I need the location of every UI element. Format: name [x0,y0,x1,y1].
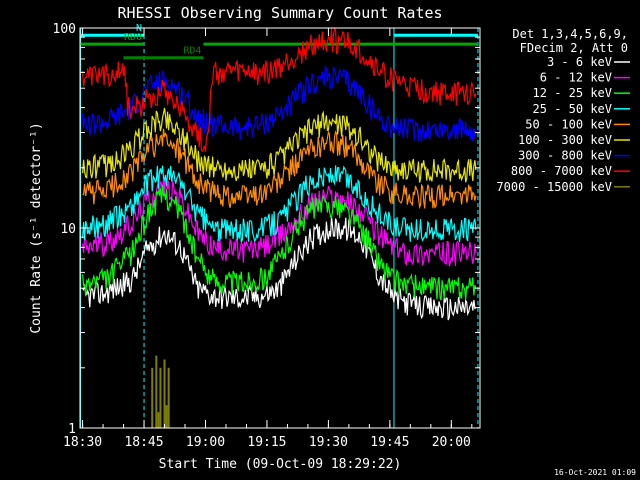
series-line [82,128,477,210]
series-line [82,184,477,301]
x-tick-label: 19:00 [186,435,225,450]
legend-label: 800 - 7000 keV [511,164,612,178]
x-tick-label: 19:45 [370,435,409,450]
x-tick-label: 18:45 [124,435,163,450]
series-line [82,174,477,267]
series-line [82,165,477,243]
legend-label: 50 - 100 keV [525,117,612,131]
y-tick-label: 100 [53,22,76,37]
chart-title: RHESSI Observing Summary Count Rates [117,4,442,22]
legend-label: 7000 - 15000 keV [496,180,612,194]
legend-label: 25 - 50 keV [533,102,612,116]
y-axis: 1 10 100 [53,22,480,437]
y-tick-label: 1 [68,422,76,437]
legend-label: 100 - 300 keV [518,133,612,147]
series-group [82,26,477,428]
x-tick-label: 19:30 [309,435,348,450]
footer-date: 16-Oct-2021 01:09 [554,468,636,477]
legend-header-line-2: FDecim 2, Att 0 [520,41,628,55]
x-tick-label: 19:15 [247,435,286,450]
x-axis: 18:30 18:45 19:00 19:15 19:30 19:45 20:00 [63,28,473,450]
x-tick-label: 18:30 [63,435,102,450]
state-bar-label: N [136,23,142,34]
legend-label: 300 - 800 keV [518,149,612,163]
legend-label: 12 - 25 keV [533,86,612,100]
legend: Det 1,3,4,5,6,9, FDecim 2, Att 0 3 - 6 k… [496,27,630,194]
legend-label: 6 - 12 keV [540,71,612,85]
series-line [82,26,477,152]
legend-header-line-1: Det 1,3,4,5,6,9, [512,27,628,41]
x-axis-label: Start Time (09-Oct-09 18:29:22) [159,457,402,472]
series-line [82,64,477,143]
state-bar-label: RD0 [124,32,142,43]
y-tick-label: 10 [60,222,76,237]
series-line [82,216,477,321]
state-bar-label: RD4 [183,46,201,57]
series-line [82,107,477,183]
legend-label: 3 - 6 keV [547,55,612,69]
x-tick-label: 20:00 [432,435,471,450]
y-axis-label: Count Rate (s⁻¹ detector⁻¹) [29,122,44,333]
